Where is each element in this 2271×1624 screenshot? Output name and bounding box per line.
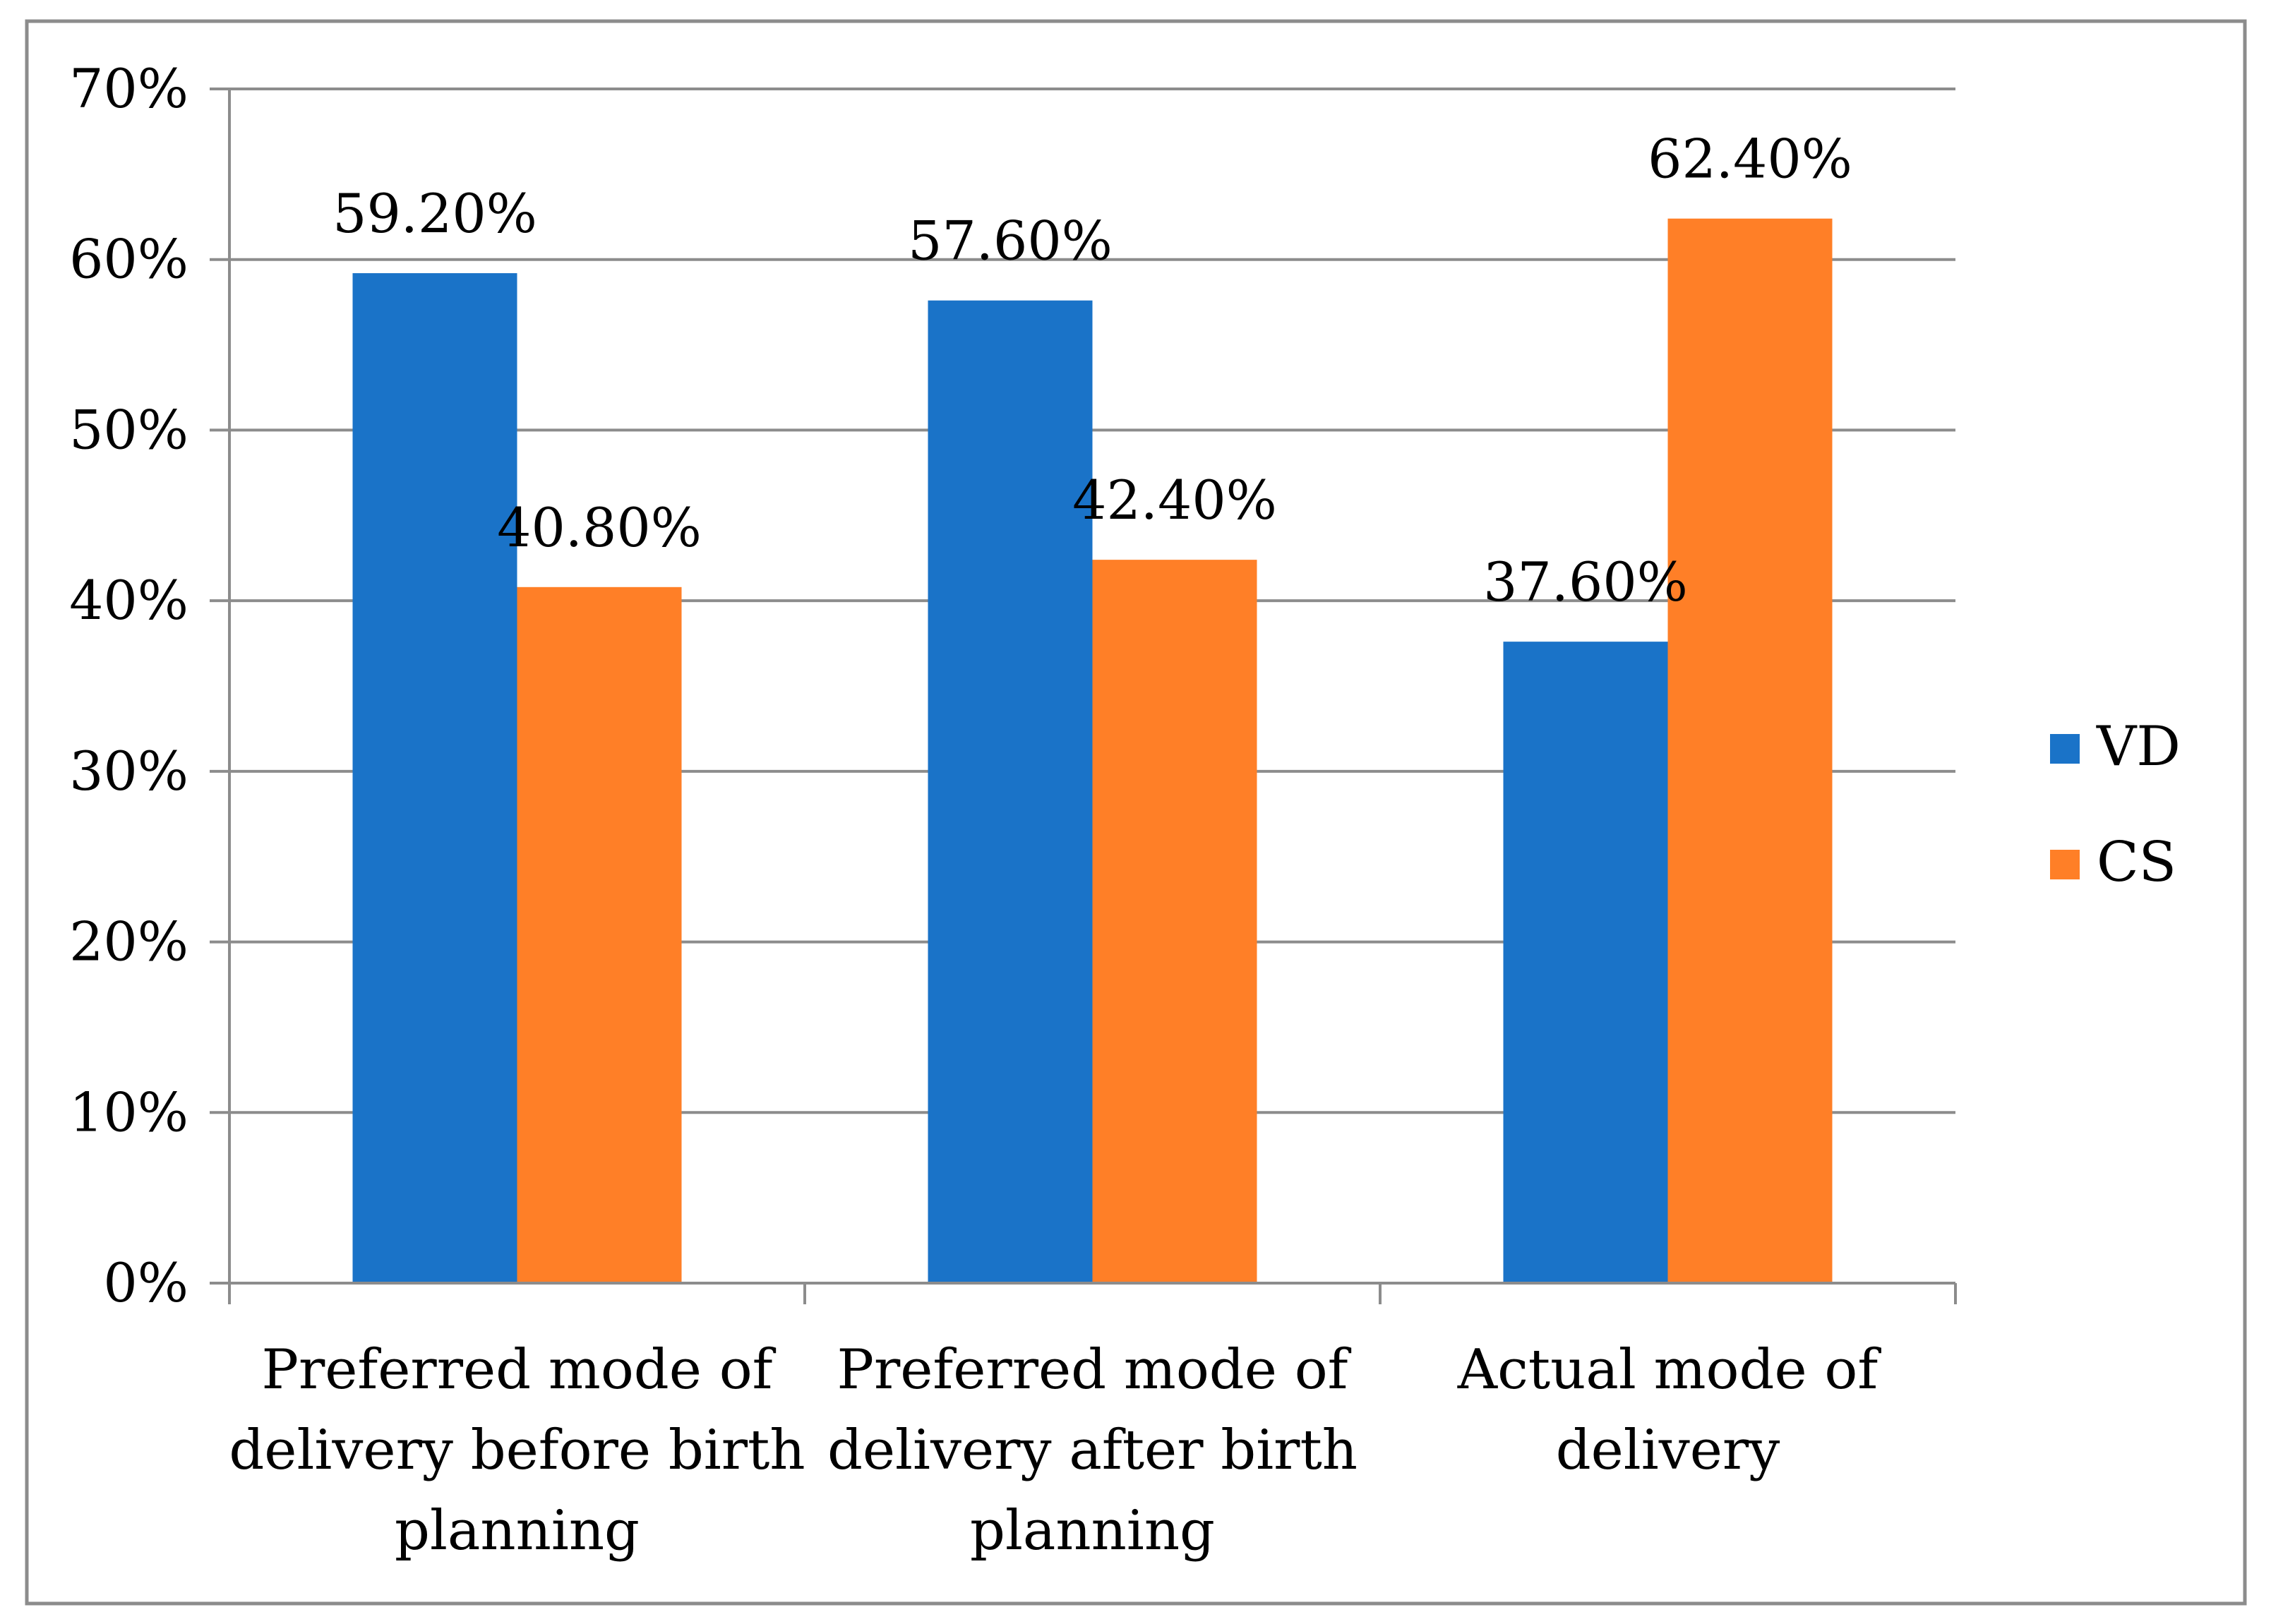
labels: 0% 10% 20% 30% 40% 50% 60% 70% 59.20% 40.80% Prefe… <box>69 57 1881 1563</box>
bar-vd <box>1503 642 1668 1283</box>
legend-swatch-cs <box>2050 850 2080 879</box>
legend-swatch-vd <box>2050 734 2080 764</box>
legend: VD CS <box>2050 715 2181 894</box>
x-category-label: Actual mode of delivery <box>1457 1338 1882 1482</box>
data-label: 57.60% <box>908 210 1113 272</box>
x-category-label: Preferred mode of delivery before birth pl… <box>229 1338 805 1563</box>
y-tick-label: 10% <box>69 1081 188 1143</box>
bars <box>352 218 1833 1284</box>
y-tick-label: 30% <box>69 740 188 802</box>
y-tick-label: 50% <box>69 398 188 461</box>
y-tick-label: 0% <box>103 1251 188 1314</box>
y-tick-label: 20% <box>69 910 188 973</box>
bar-vd <box>352 273 517 1284</box>
y-tick-label: 70% <box>69 57 188 120</box>
data-label: 40.80% <box>497 496 702 559</box>
bar-vd <box>928 300 1093 1283</box>
legend-label-vd: VD <box>2096 715 2181 778</box>
data-label: 59.20% <box>332 182 537 245</box>
y-tick-label: 60% <box>69 228 188 291</box>
y-tick-label: 40% <box>69 569 188 632</box>
bar-cs <box>1667 218 1833 1283</box>
legend-label-cs: CS <box>2097 831 2176 894</box>
data-label: 62.40% <box>1648 128 1852 191</box>
data-label: 42.40% <box>1072 469 1277 531</box>
bar-cs <box>1092 560 1257 1284</box>
x-category-label: Preferred mode of delivery after birth pla… <box>827 1338 1358 1563</box>
bar-cs <box>517 587 682 1283</box>
axes <box>210 88 1957 1304</box>
data-label: 37.60% <box>1483 551 1688 613</box>
